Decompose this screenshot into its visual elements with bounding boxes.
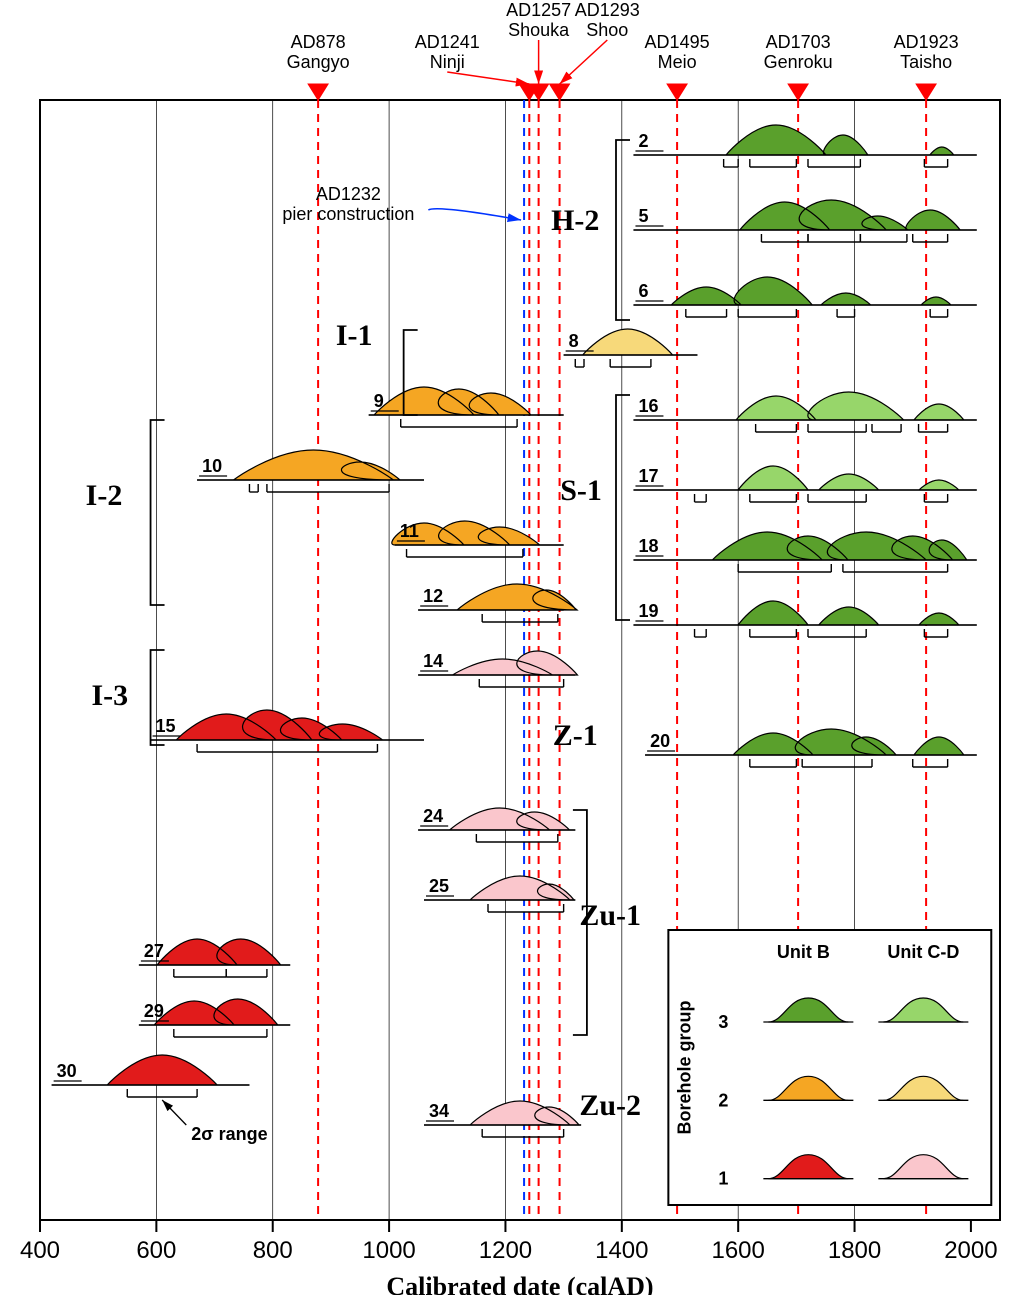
pier-label-year: AD1232 — [316, 184, 381, 204]
group-label: I-2 — [86, 479, 123, 512]
group-label: H-2 — [551, 204, 599, 237]
sigma-annotation-label: 2σ range — [191, 1124, 267, 1144]
event-label-year: AD1293 — [575, 0, 640, 20]
sample-id-label: 9 — [374, 391, 384, 411]
sample-id-label: 30 — [57, 1061, 77, 1081]
group-label: Z-1 — [553, 719, 598, 752]
probability-distribution — [633, 277, 976, 305]
event-marker-triangle — [788, 84, 808, 100]
x-tick-label: 1000 — [362, 1237, 415, 1264]
x-tick-label: 800 — [253, 1237, 293, 1264]
event-label-year: AD1923 — [894, 32, 959, 52]
group-bracket — [616, 395, 630, 620]
event-marker-triangle — [667, 84, 687, 100]
sample-id-label: 17 — [638, 466, 658, 486]
event-label-name: Shouka — [508, 20, 570, 40]
pier-label-text: pier construction — [282, 204, 414, 224]
group-label: I-1 — [336, 319, 373, 352]
x-tick-label: 1600 — [711, 1237, 764, 1264]
event-marker-triangle — [916, 84, 936, 100]
x-tick-label: 400 — [20, 1237, 60, 1264]
group-bracket — [151, 420, 165, 605]
probability-distribution — [197, 450, 424, 480]
group-bracket — [616, 140, 630, 320]
event-label-name: Gangyo — [287, 52, 350, 72]
sample-id-label: 5 — [638, 206, 648, 226]
event-label-name: Meio — [658, 52, 697, 72]
sigma-annotation-arrow — [162, 1100, 186, 1125]
group-label: Zu-2 — [579, 1089, 641, 1122]
event-label-year: AD878 — [291, 32, 346, 52]
event-marker-triangle — [550, 84, 570, 100]
event-label-name: Shoo — [586, 20, 628, 40]
event-label-name: Taisho — [900, 52, 952, 72]
legend-row-number: 2 — [718, 1090, 728, 1110]
x-tick-label: 1400 — [595, 1237, 648, 1264]
group-label: Zu-1 — [579, 899, 641, 932]
chart-svg: AD878Gangyo AD1241Ninji AD1257ShoukaAD1293… — [0, 0, 1029, 1295]
sample-id-label: 8 — [569, 331, 579, 351]
sample-id-label: 15 — [156, 716, 176, 736]
x-axis-label: Calibrated date (calAD) — [386, 1272, 653, 1295]
event-label-arrow — [560, 40, 608, 84]
sample-id-label: 20 — [650, 731, 670, 751]
legend-header-unitCD: Unit C-D — [887, 942, 959, 962]
event-label-name: Ninji — [430, 52, 465, 72]
legend-row-number: 3 — [718, 1012, 728, 1032]
sample-id-label: 24 — [423, 806, 443, 826]
chart-container: AD878Gangyo AD1241Ninji AD1257ShoukaAD1293… — [0, 0, 1029, 1295]
sample-id-label: 16 — [638, 396, 658, 416]
legend-row-axis-label: Borehole group — [674, 1000, 694, 1134]
group-label: S-1 — [560, 474, 602, 507]
event-label-year: AD1495 — [645, 32, 710, 52]
event-label-name: Genroku — [764, 52, 833, 72]
sample-id-label: 27 — [144, 941, 164, 961]
event-label-year: AD1241 — [415, 32, 480, 52]
sample-id-label: 11 — [400, 521, 419, 541]
sample-id-label: 10 — [202, 456, 222, 476]
legend-row-number: 1 — [718, 1169, 728, 1189]
group-label: I-3 — [91, 679, 128, 712]
probability-distribution — [151, 710, 424, 740]
sample-id-label: 34 — [429, 1101, 449, 1121]
pier-arrow — [428, 209, 521, 220]
sample-id-label: 2 — [638, 131, 648, 151]
event-marker-triangle — [308, 84, 328, 100]
sample-id-label: 14 — [423, 651, 443, 671]
sample-id-label: 6 — [638, 281, 648, 301]
legend-header-unitB: Unit B — [777, 942, 830, 962]
event-label-arrow — [447, 72, 529, 84]
event-label-year: AD1703 — [766, 32, 831, 52]
sample-id-label: 12 — [423, 586, 443, 606]
x-tick-label: 2000 — [944, 1237, 997, 1264]
sample-id-label: 18 — [638, 536, 658, 556]
sample-id-label: 25 — [429, 876, 449, 896]
event-label-year: AD1257 — [506, 0, 571, 20]
x-tick-label: 1800 — [828, 1237, 881, 1264]
sample-id-label: 19 — [638, 601, 658, 621]
sample-id-label: 29 — [144, 1001, 164, 1021]
x-tick-label: 1200 — [479, 1237, 532, 1264]
x-tick-label: 600 — [136, 1237, 176, 1264]
